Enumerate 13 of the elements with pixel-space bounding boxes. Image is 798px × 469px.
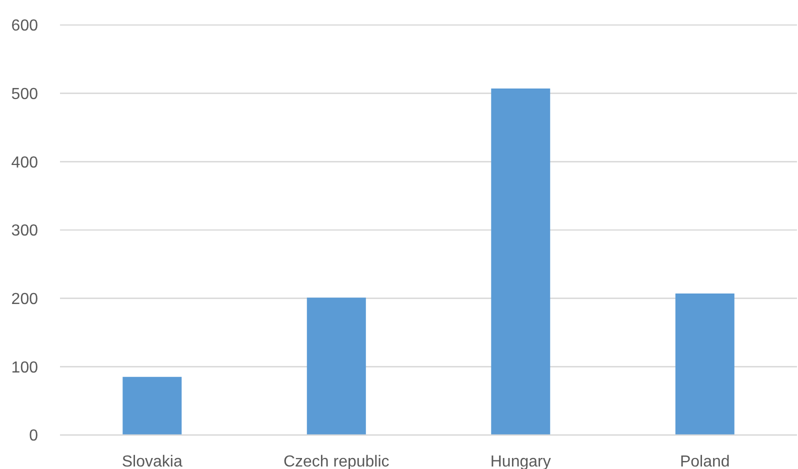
y-tick-label: 600 <box>11 18 38 35</box>
y-tick-label: 400 <box>11 154 38 172</box>
y-tick-label: 100 <box>11 359 38 376</box>
x-tick-label: Slovakia <box>122 453 182 469</box>
y-tick-label: 0 <box>29 428 38 445</box>
bar <box>122 376 182 435</box>
bar <box>491 88 550 435</box>
y-tick-label: 500 <box>11 86 38 104</box>
bar <box>306 298 366 435</box>
bar <box>675 294 734 435</box>
x-tick-label: Poland <box>680 453 730 469</box>
y-tick-label: 300 <box>11 222 38 240</box>
y-tick-label: 200 <box>11 291 38 308</box>
